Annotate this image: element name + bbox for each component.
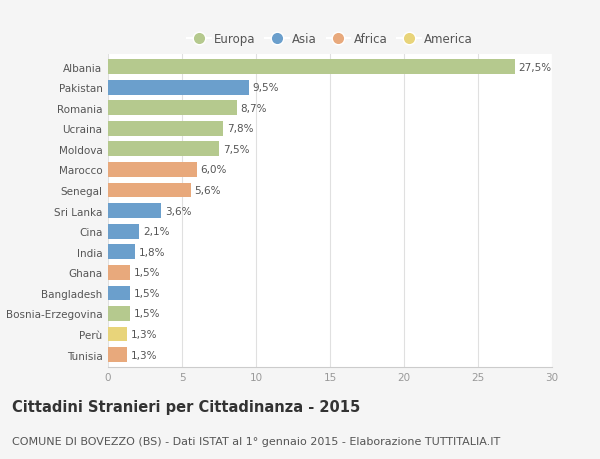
Text: 1,3%: 1,3% (131, 330, 157, 339)
Text: 3,6%: 3,6% (165, 206, 191, 216)
Text: 1,8%: 1,8% (139, 247, 165, 257)
Text: 2,1%: 2,1% (143, 227, 169, 237)
Text: 1,5%: 1,5% (134, 309, 160, 319)
Bar (108, 183, 191, 198)
Text: Cittadini Stranieri per Cittadinanza - 2015: Cittadini Stranieri per Cittadinanza - 2… (12, 399, 360, 414)
Bar (108, 347, 127, 362)
Bar (108, 122, 223, 136)
Bar (108, 162, 197, 178)
Bar (108, 286, 130, 301)
Text: 8,7%: 8,7% (241, 103, 267, 113)
Legend: Europa, Asia, Africa, America: Europa, Asia, Africa, America (187, 33, 473, 46)
Bar (108, 60, 515, 75)
Bar (108, 101, 237, 116)
Text: 7,8%: 7,8% (227, 124, 254, 134)
Text: 5,6%: 5,6% (194, 185, 221, 196)
Bar (108, 327, 127, 342)
Text: 27,5%: 27,5% (519, 62, 552, 73)
Text: 7,5%: 7,5% (223, 145, 249, 155)
Bar (108, 142, 219, 157)
Text: 6,0%: 6,0% (200, 165, 227, 175)
Text: COMUNE DI BOVEZZO (BS) - Dati ISTAT al 1° gennaio 2015 - Elaborazione TUTTITALIA: COMUNE DI BOVEZZO (BS) - Dati ISTAT al 1… (12, 436, 500, 446)
Text: 1,3%: 1,3% (131, 350, 157, 360)
Bar (108, 265, 130, 280)
Bar (108, 80, 248, 95)
Text: 1,5%: 1,5% (134, 268, 160, 278)
Bar (108, 204, 161, 218)
Bar (108, 245, 134, 260)
Bar (108, 224, 139, 239)
Text: 1,5%: 1,5% (134, 288, 160, 298)
Bar (108, 307, 130, 321)
Text: 9,5%: 9,5% (252, 83, 279, 93)
